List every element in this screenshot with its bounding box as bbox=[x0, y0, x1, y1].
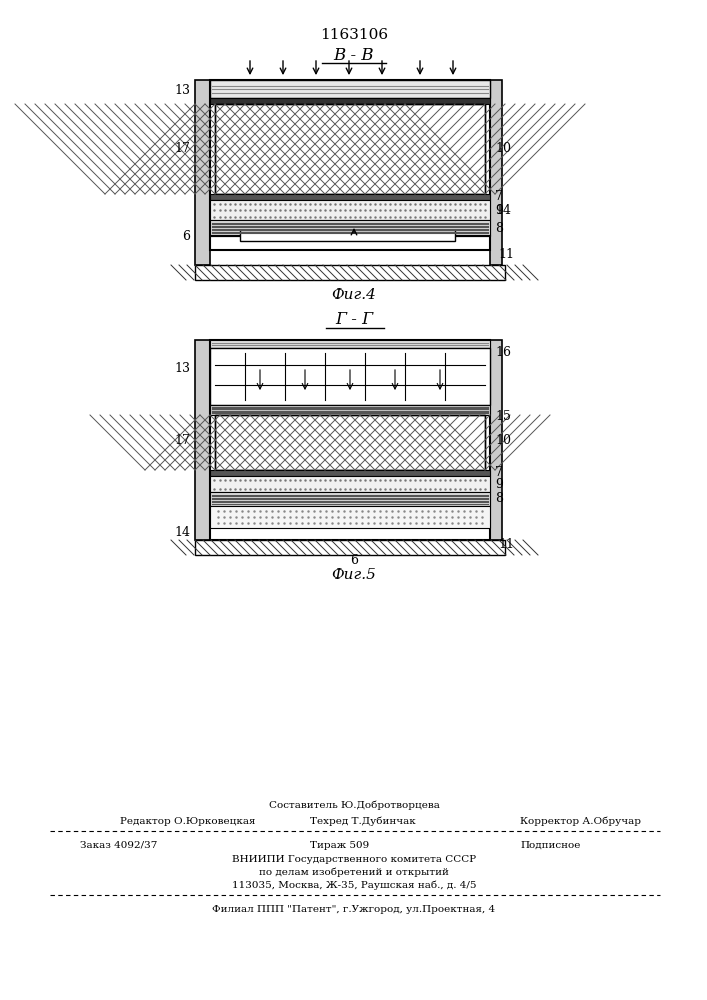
Bar bbox=[210, 340, 490, 348]
Text: 7: 7 bbox=[495, 466, 503, 480]
Bar bbox=[210, 194, 490, 200]
Text: 9: 9 bbox=[495, 478, 503, 490]
Text: Г - Г: Г - Г bbox=[335, 312, 373, 328]
Text: 17: 17 bbox=[174, 434, 190, 446]
Bar bbox=[210, 340, 490, 540]
Bar bbox=[215, 415, 485, 470]
Text: Заказ 4092/37: Заказ 4092/37 bbox=[80, 840, 158, 850]
Bar bbox=[195, 340, 210, 540]
Text: 11: 11 bbox=[498, 248, 514, 261]
Text: 10: 10 bbox=[495, 434, 511, 446]
Text: 8: 8 bbox=[495, 492, 503, 506]
Text: Редактор О.Юрковецкая: Редактор О.Юрковецкая bbox=[120, 816, 255, 826]
Bar bbox=[210, 470, 490, 476]
Bar bbox=[210, 80, 490, 98]
Text: В - В: В - В bbox=[334, 46, 374, 64]
Bar bbox=[195, 265, 505, 280]
Bar bbox=[210, 220, 490, 236]
Text: по делам изобретений и открытий: по делам изобретений и открытий bbox=[259, 867, 449, 877]
Text: 1163106: 1163106 bbox=[320, 28, 388, 42]
Text: 6: 6 bbox=[182, 230, 190, 242]
Text: ВНИИПИ Государственного комитета СССР: ВНИИПИ Государственного комитета СССР bbox=[232, 854, 476, 863]
Bar bbox=[215, 104, 485, 194]
Bar bbox=[210, 405, 490, 415]
Text: 8: 8 bbox=[495, 222, 503, 234]
Bar bbox=[490, 80, 502, 265]
Bar bbox=[210, 348, 490, 405]
Text: Техред Т.Дубинчак: Техред Т.Дубинчак bbox=[310, 816, 416, 826]
Text: 13: 13 bbox=[174, 84, 190, 97]
Bar bbox=[215, 104, 485, 194]
Text: 14: 14 bbox=[174, 526, 190, 538]
Bar bbox=[210, 476, 490, 492]
Bar bbox=[210, 235, 490, 236]
Bar bbox=[210, 492, 490, 506]
Bar bbox=[210, 506, 490, 528]
Bar bbox=[210, 80, 490, 250]
Text: 7: 7 bbox=[495, 190, 503, 204]
Text: 10: 10 bbox=[495, 142, 511, 155]
Text: 14: 14 bbox=[495, 204, 511, 217]
Bar bbox=[210, 98, 490, 104]
Bar bbox=[210, 200, 490, 220]
Text: Корректор А.Обручар: Корректор А.Обручар bbox=[520, 816, 641, 826]
Text: Подписное: Подписное bbox=[520, 840, 580, 850]
Text: 13: 13 bbox=[174, 361, 190, 374]
Bar bbox=[240, 230, 455, 241]
Text: 17: 17 bbox=[174, 142, 190, 155]
Bar bbox=[195, 540, 505, 555]
Text: 16: 16 bbox=[495, 347, 511, 360]
Text: 113035, Москва, Ж-35, Раушская наб., д. 4/5: 113035, Москва, Ж-35, Раушская наб., д. … bbox=[232, 880, 477, 890]
Text: Филиал ППП "Патент", г.Ужгород, ул.Проектная, 4: Филиал ППП "Патент", г.Ужгород, ул.Проек… bbox=[212, 904, 496, 914]
Text: 11: 11 bbox=[498, 538, 514, 552]
Bar bbox=[490, 340, 502, 540]
Text: Тираж 509: Тираж 509 bbox=[310, 840, 369, 850]
Text: Фиг.4: Фиг.4 bbox=[332, 288, 376, 302]
Text: 15: 15 bbox=[495, 410, 511, 424]
Bar bbox=[215, 415, 485, 470]
Text: Составитель Ю.Добротворцева: Составитель Ю.Добротворцева bbox=[269, 800, 440, 810]
Text: 9: 9 bbox=[495, 204, 503, 217]
Text: 6: 6 bbox=[350, 554, 358, 566]
Bar bbox=[195, 80, 210, 265]
Text: Фиг.5: Фиг.5 bbox=[332, 568, 376, 582]
